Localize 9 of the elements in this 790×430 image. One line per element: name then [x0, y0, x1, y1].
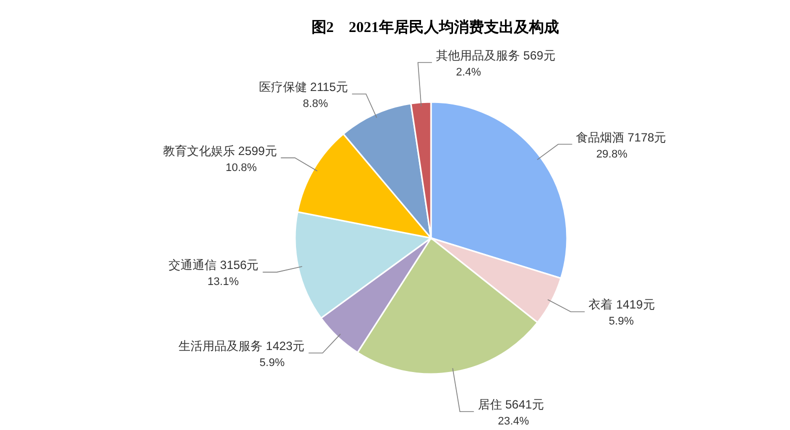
- slice-label: 教育文化娱乐 2599元 10.8%: [162, 144, 277, 174]
- chart-title: 图2 2021年居民人均消费支出及构成: [311, 19, 559, 36]
- slice-label: 医疗保健 2115元 8.8%: [258, 80, 348, 110]
- slice-label: 衣着 1419元 5.9%: [588, 298, 655, 328]
- slice-label: 其他用品及服务 569元 2.4%: [436, 48, 556, 78]
- slice-label: 食品烟酒 7178元 29.8%: [576, 130, 666, 160]
- slice-label: 生活用品及服务 1423元 5.9%: [178, 338, 305, 369]
- slice-label: 交通通信 3156元 13.1%: [168, 258, 259, 288]
- slice-label: 居住 5641元 23.4%: [478, 398, 544, 428]
